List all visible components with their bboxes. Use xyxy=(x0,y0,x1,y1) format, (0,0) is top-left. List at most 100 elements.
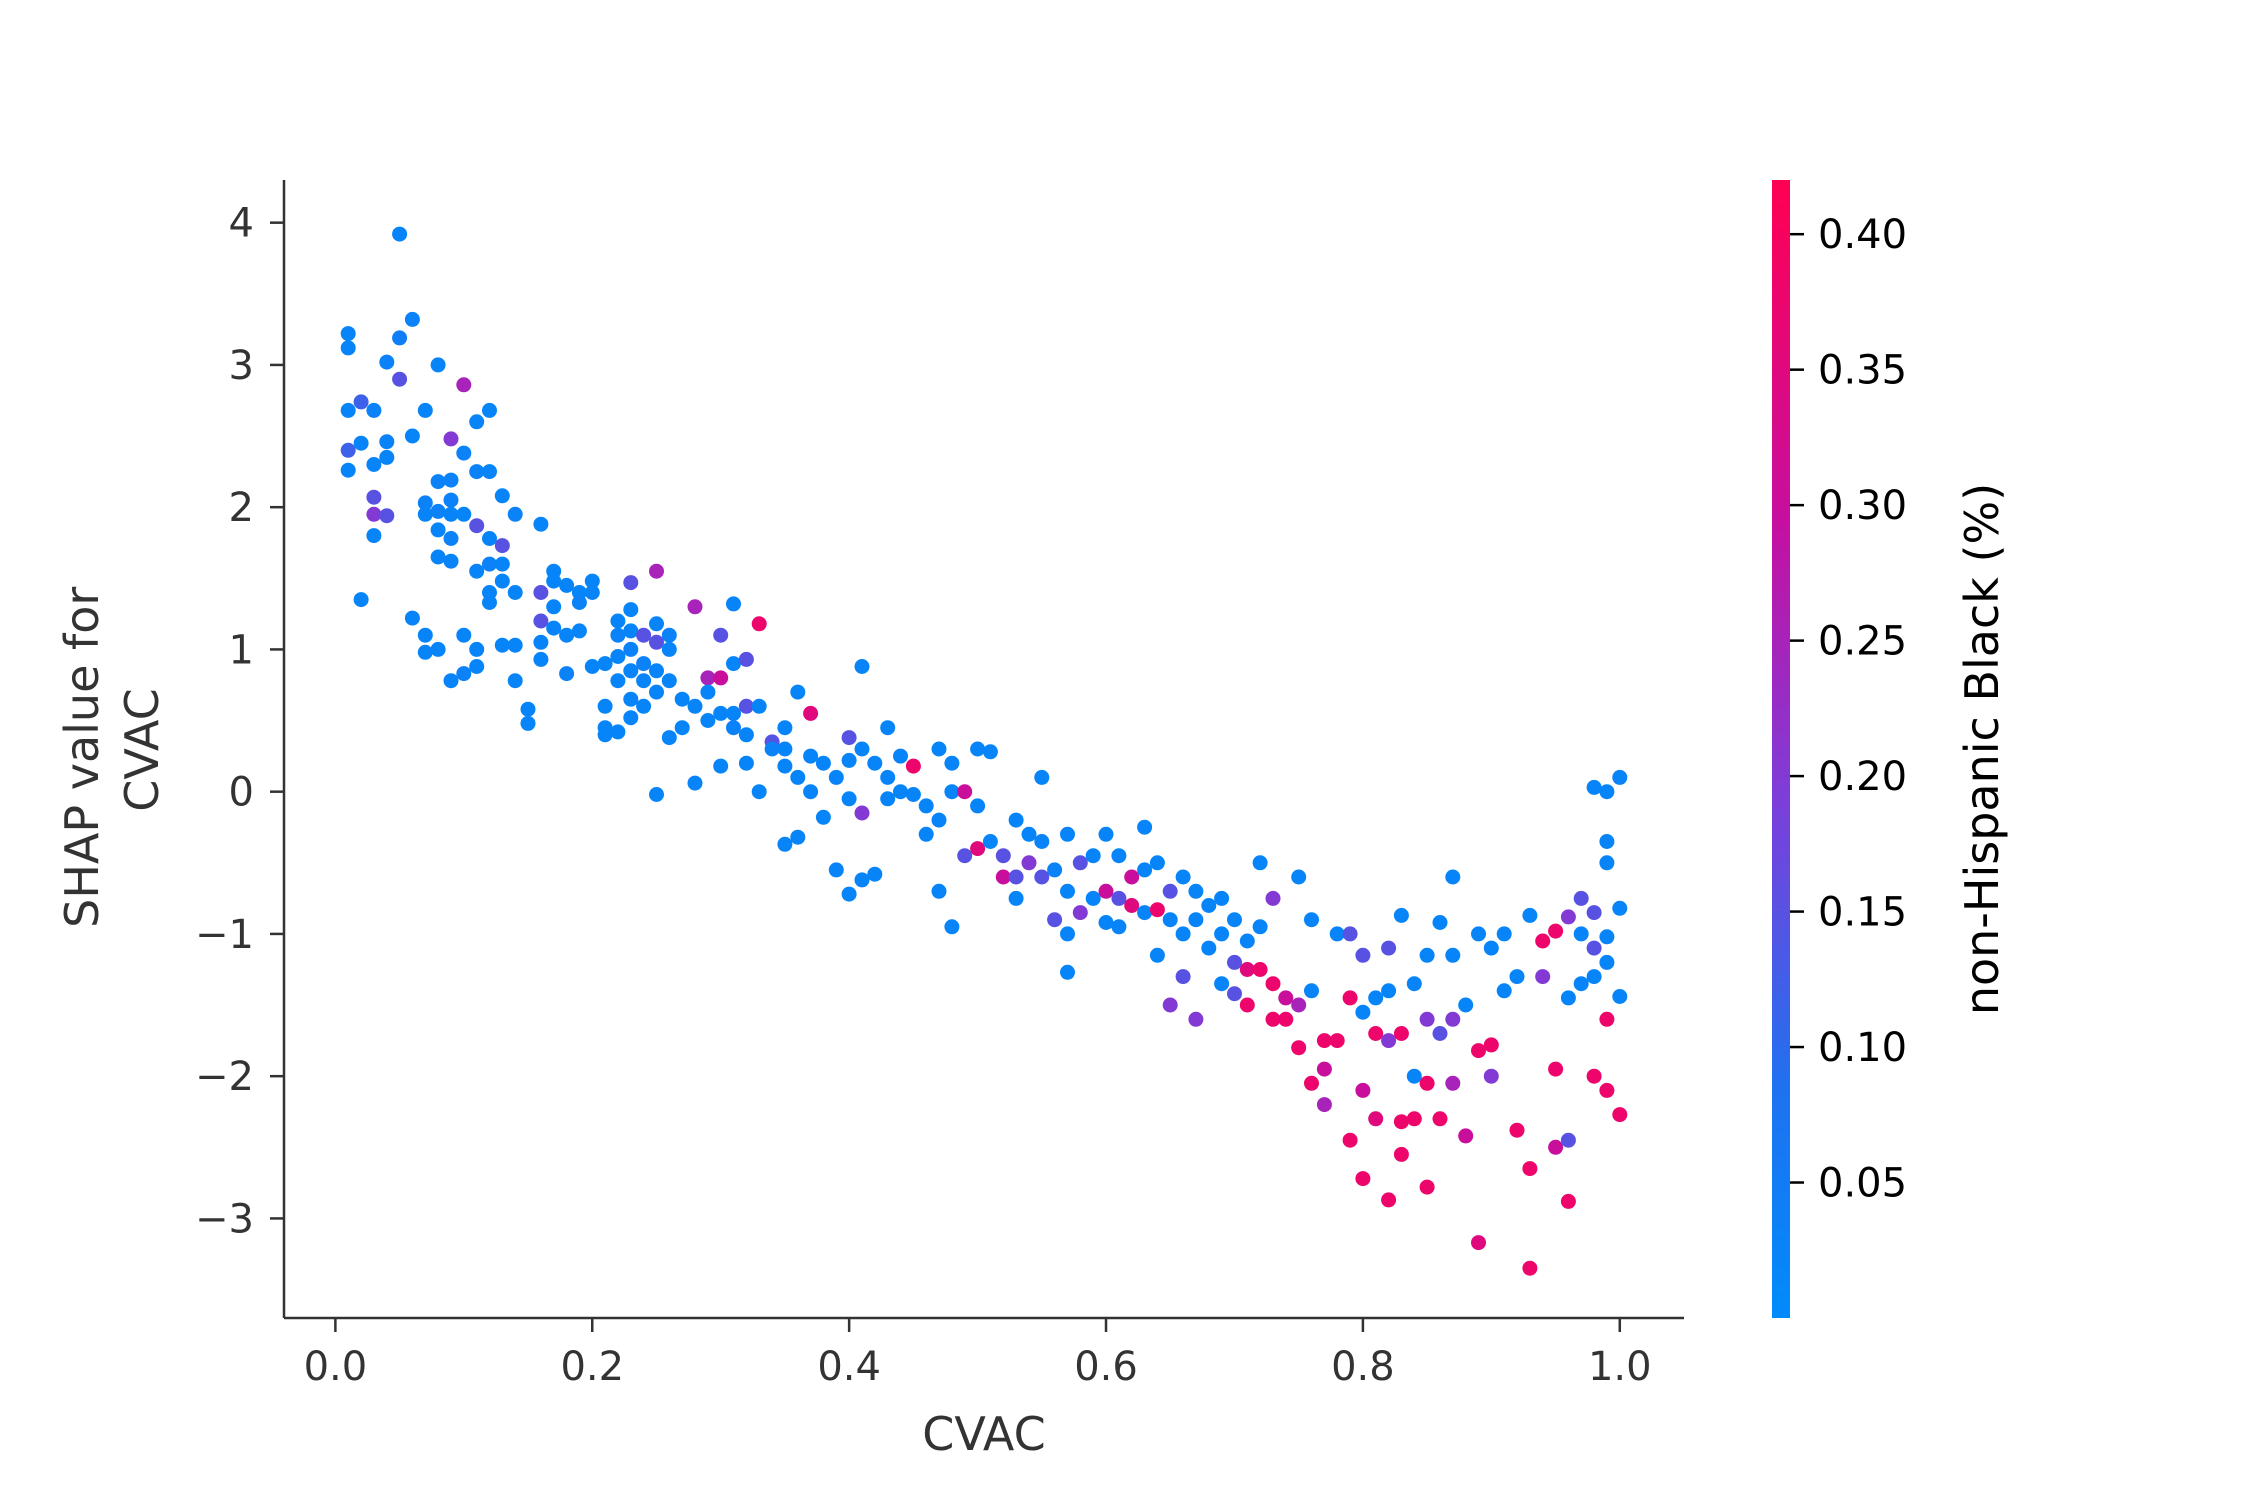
scatter-point xyxy=(777,836,793,852)
scatter-point xyxy=(1355,1082,1371,1098)
scatter-point xyxy=(417,402,433,418)
scatter-point xyxy=(430,549,446,565)
scatter-point xyxy=(1214,976,1230,992)
scatter-point xyxy=(1239,933,1255,949)
scatter-point xyxy=(1612,989,1628,1004)
y-tick-label: −3 xyxy=(195,1196,254,1242)
scatter-point xyxy=(494,488,510,504)
scatter-point xyxy=(1535,969,1551,985)
scatter-point xyxy=(970,841,986,857)
scatter-point xyxy=(931,883,947,899)
scatter-point xyxy=(353,435,369,451)
scatter-point xyxy=(1393,1146,1409,1162)
scatter-point xyxy=(1304,1075,1319,1091)
scatter-point xyxy=(597,698,613,714)
scatter-point xyxy=(1060,826,1075,842)
scatter-point xyxy=(443,531,459,546)
scatter-point xyxy=(482,402,497,418)
scatter-point xyxy=(982,834,998,849)
scatter-point xyxy=(1509,969,1525,985)
scatter-point xyxy=(1278,1011,1294,1027)
scatter-point xyxy=(1098,826,1114,842)
scatter-point xyxy=(1522,1260,1538,1276)
scatter-point xyxy=(366,402,382,418)
colorbar-tick-label: 0.05 xyxy=(1818,1161,1907,1207)
x-tick-label: 0.6 xyxy=(1074,1344,1138,1390)
x-tick-label: 0.0 xyxy=(304,1344,368,1390)
scatter-point xyxy=(1368,1111,1384,1127)
scatter-point xyxy=(777,758,793,774)
colorbar-ticks: 0.05 0.10 0.15 0.20 0.25 0.30 0.35 0.40 xyxy=(1790,212,1907,1207)
scatter-point xyxy=(1419,1011,1435,1027)
scatter-point xyxy=(1060,883,1075,899)
scatter-point xyxy=(790,829,806,845)
scatter-point xyxy=(1316,1061,1332,1077)
scatter-point xyxy=(1458,997,1474,1013)
scatter-point xyxy=(443,431,459,447)
scatter-point xyxy=(559,627,575,643)
scatter-point xyxy=(1034,769,1050,785)
scatter-point xyxy=(1381,940,1397,956)
data-points xyxy=(340,226,1628,1276)
scatter-point xyxy=(1111,890,1127,906)
scatter-point xyxy=(803,705,819,721)
scatter-point xyxy=(623,710,639,726)
x-tick-label: 0.4 xyxy=(817,1344,881,1390)
scatter-point xyxy=(1432,1111,1448,1127)
scatter-point xyxy=(1291,1040,1307,1056)
scatter-point xyxy=(533,634,549,650)
scatter-point xyxy=(880,791,896,807)
scatter-point xyxy=(469,464,485,480)
scatter-point xyxy=(546,573,562,589)
scatter-point xyxy=(1034,869,1050,885)
scatter-point xyxy=(1252,962,1268,977)
scatter-point xyxy=(610,724,626,740)
scatter-point xyxy=(1548,923,1564,939)
scatter-point xyxy=(1291,997,1307,1013)
scatter-point xyxy=(533,516,549,532)
scatter-point xyxy=(867,866,883,882)
scatter-point xyxy=(1137,862,1153,878)
scatter-point xyxy=(1471,926,1486,942)
colorbar-tick-label: 0.25 xyxy=(1818,619,1907,665)
scatter-point xyxy=(456,506,472,522)
scatter-point xyxy=(700,713,716,728)
scatter-point xyxy=(674,720,690,736)
scatter-point xyxy=(713,705,729,721)
scatter-point xyxy=(713,627,729,643)
scatter-point xyxy=(1573,890,1589,906)
scatter-point xyxy=(1573,926,1589,942)
scatter-point xyxy=(944,784,960,800)
scatter-point xyxy=(649,787,664,802)
y-tick-label: 3 xyxy=(229,343,254,389)
scatter-point xyxy=(610,613,626,629)
scatter-point xyxy=(623,602,639,618)
y-tick-label: −2 xyxy=(195,1054,254,1100)
scatter-point xyxy=(1560,909,1576,925)
scatter-point xyxy=(379,354,395,370)
scatter-point xyxy=(469,518,485,534)
scatter-point xyxy=(494,538,510,554)
scatter-point xyxy=(1304,983,1319,999)
scatter-point xyxy=(430,641,446,657)
scatter-point xyxy=(687,599,703,615)
scatter-point xyxy=(1445,1075,1461,1091)
scatter-point xyxy=(636,656,652,672)
scatter-point xyxy=(1137,905,1153,921)
x-tick-label: 1.0 xyxy=(1588,1344,1652,1390)
scatter-point xyxy=(1047,862,1063,878)
scatter-point xyxy=(790,684,806,700)
scatter-point xyxy=(1342,1132,1358,1148)
scatter-point xyxy=(1265,890,1281,906)
scatter-point xyxy=(353,592,369,608)
scatter-point xyxy=(661,673,677,689)
scatter-point xyxy=(392,371,408,387)
scatter-point xyxy=(738,755,754,771)
scatter-point xyxy=(995,869,1011,885)
scatter-point xyxy=(649,616,664,632)
scatter-point xyxy=(777,741,793,757)
scatter-point xyxy=(1239,962,1255,977)
scatter-point xyxy=(533,613,549,629)
scatter-point xyxy=(995,848,1011,864)
scatter-point xyxy=(1599,1082,1615,1098)
